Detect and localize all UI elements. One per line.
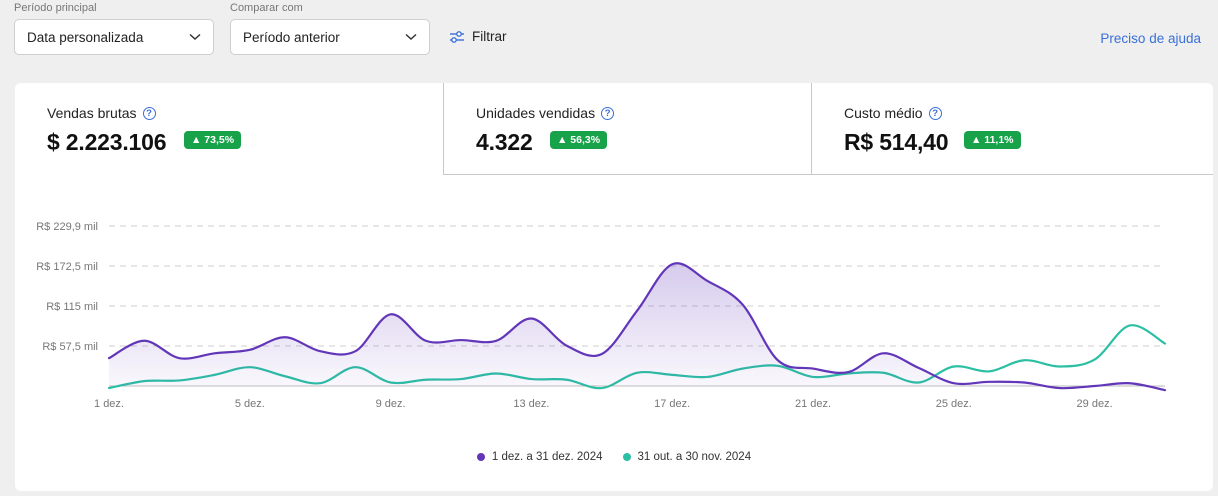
x-tick-label: 9 dez.	[376, 398, 406, 410]
help-icon[interactable]: ?	[142, 106, 156, 120]
chart-legend: 1 dez. a 31 dez. 2024 31 out. a 30 nov. …	[15, 451, 1213, 463]
metric-title: Unidades vendidas	[476, 105, 596, 121]
help-icon[interactable]: ?	[928, 106, 942, 120]
compare-select[interactable]: Período anterior	[230, 19, 430, 55]
metric-tab-units-sold[interactable]: Unidades vendidas? 4.322 ▲ 56,3%	[443, 83, 812, 175]
filter-button[interactable]: Filtrar	[449, 29, 507, 44]
sales-card: Vendas brutas? $ 2.223.106 ▲ 73,5% Unida…	[15, 83, 1213, 491]
metric-title: Custo médio	[844, 105, 923, 121]
help-icon[interactable]: ?	[601, 106, 615, 120]
metric-value: $ 2.223.106	[47, 129, 167, 155]
legend-item-current[interactable]: 1 dez. a 31 dez. 2024	[476, 451, 603, 463]
legend-label: 1 dez. a 31 dez. 2024	[491, 451, 603, 463]
metric-badge: ▲ 73,5%	[184, 131, 242, 149]
legend-item-previous[interactable]: 31 out. a 30 nov. 2024	[622, 451, 752, 463]
y-tick-label: R$ 115 mil	[46, 301, 98, 313]
main-period-label: Período principal	[14, 2, 97, 14]
sales-chart: R$ 57,5 mil R$ 115 mil R$ 172,5 mil R$ 229,…	[36, 221, 1167, 410]
x-tick-label: 17 dez.	[654, 398, 690, 410]
x-tick-label: 13 dez.	[513, 398, 549, 410]
series-line	[107, 262, 1167, 392]
y-tick-label: R$ 57,5 mil	[42, 341, 98, 353]
y-tick-label: R$ 172,5 mil	[36, 261, 98, 273]
metric-badge: ▲ 56,3%	[550, 131, 608, 149]
filter-label: Filtrar	[472, 29, 507, 44]
legend-label: 31 out. a 30 nov. 2024	[637, 451, 752, 463]
y-tick-label: R$ 229,9 mil	[36, 221, 98, 233]
compare-label: Comparar com	[230, 2, 303, 14]
main-period-value: Data personalizada	[27, 29, 144, 45]
sliders-icon	[450, 30, 464, 43]
metric-value: R$ 514,40	[844, 129, 949, 155]
metric-title: Vendas brutas	[47, 105, 137, 121]
x-tick-label: 21 dez.	[795, 398, 831, 410]
x-tick-label: 5 dez.	[235, 398, 265, 410]
x-tick-label: 25 dez.	[936, 398, 972, 410]
series-area	[109, 263, 1165, 391]
x-tick-label: 1 dez.	[94, 398, 124, 410]
metric-tab-average-cost[interactable]: Custo médio? R$ 514,40 ▲ 11,1%	[812, 83, 1213, 175]
main-period-select[interactable]: Data personalizada	[14, 19, 214, 55]
metric-value: 4.322	[476, 129, 533, 155]
metric-tab-gross-sales[interactable]: Vendas brutas? $ 2.223.106 ▲ 73,5%	[15, 83, 443, 175]
chevron-down-icon	[405, 33, 417, 41]
compare-value: Período anterior	[243, 29, 340, 45]
help-link[interactable]: Preciso de ajuda	[1100, 31, 1201, 46]
chevron-down-icon	[189, 33, 201, 41]
legend-swatch	[476, 453, 485, 461]
metric-badge: ▲ 11,1%	[964, 131, 1021, 149]
x-tick-label: 29 dez.	[1077, 398, 1113, 410]
legend-swatch	[622, 453, 631, 461]
